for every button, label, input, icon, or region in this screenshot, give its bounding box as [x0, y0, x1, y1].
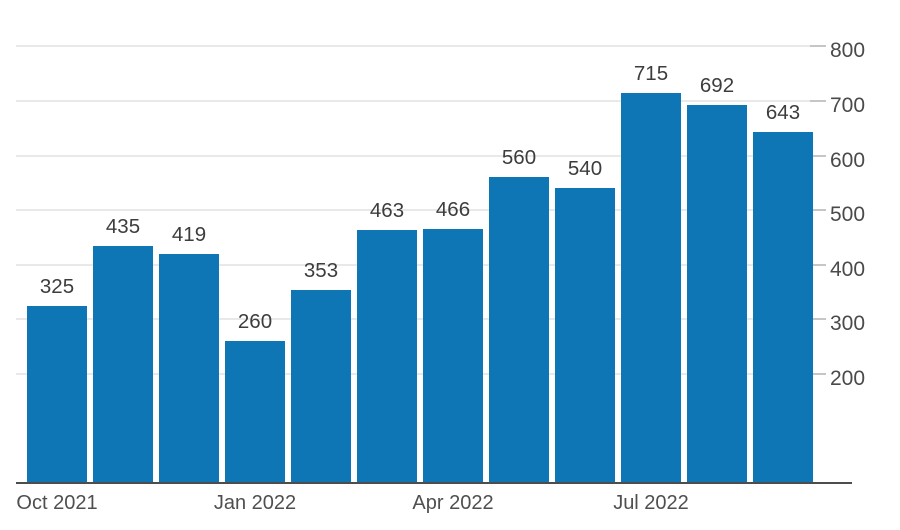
- bar-value-label: 692: [699, 74, 735, 97]
- x-axis-tick-label: Jan 2022: [213, 492, 297, 514]
- y-axis-tick-label: 300: [830, 312, 866, 336]
- bar-value-label: 435: [105, 215, 141, 238]
- bar: [357, 230, 417, 483]
- bar: [687, 105, 747, 483]
- y-axis-tick: [810, 263, 826, 266]
- x-axis-tick-label: Oct 2021: [16, 492, 98, 514]
- y-axis-tick: [810, 99, 826, 102]
- bar-value-label: 419: [171, 223, 207, 246]
- gridline: [16, 209, 810, 212]
- y-axis-tick-label: 200: [830, 366, 866, 390]
- y-axis-tick: [810, 45, 826, 48]
- bar: [423, 229, 483, 483]
- y-axis-tick: [810, 154, 826, 157]
- bar: [225, 341, 285, 483]
- bar: [555, 188, 615, 483]
- y-axis-tick-label: 500: [830, 203, 866, 227]
- bar-value-label: 643: [765, 101, 801, 124]
- gridline: [16, 154, 810, 157]
- bar-value-label: 463: [369, 199, 405, 222]
- y-axis-tick-label: 800: [830, 39, 866, 63]
- bar-value-label: 540: [567, 157, 603, 180]
- y-axis-tick-label: 600: [830, 148, 866, 172]
- bar: [621, 93, 681, 483]
- bar-value-label: 466: [435, 198, 471, 221]
- y-axis-tick: [810, 318, 826, 321]
- bar-value-label: 560: [501, 146, 537, 169]
- gridline: [16, 45, 810, 48]
- x-axis-line: [16, 482, 852, 484]
- bar: [27, 306, 87, 483]
- x-axis-tick-label: Jul 2022: [613, 492, 689, 514]
- bar: [291, 290, 351, 483]
- y-axis-tick: [810, 372, 826, 375]
- bar-value-label: 353: [303, 259, 339, 282]
- y-axis-tick-label: 700: [830, 93, 866, 117]
- bar: [93, 246, 153, 483]
- bar-value-label: 715: [633, 62, 669, 85]
- bar: [159, 254, 219, 483]
- bar: [489, 177, 549, 483]
- y-axis-tick-label: 400: [830, 257, 866, 281]
- x-axis-tick-label: Apr 2022: [412, 492, 494, 514]
- bar-value-label: 325: [39, 275, 75, 298]
- bar: [753, 132, 813, 483]
- y-axis-tick: [810, 209, 826, 212]
- bar-value-label: 260: [237, 310, 273, 333]
- gridline: [16, 99, 810, 102]
